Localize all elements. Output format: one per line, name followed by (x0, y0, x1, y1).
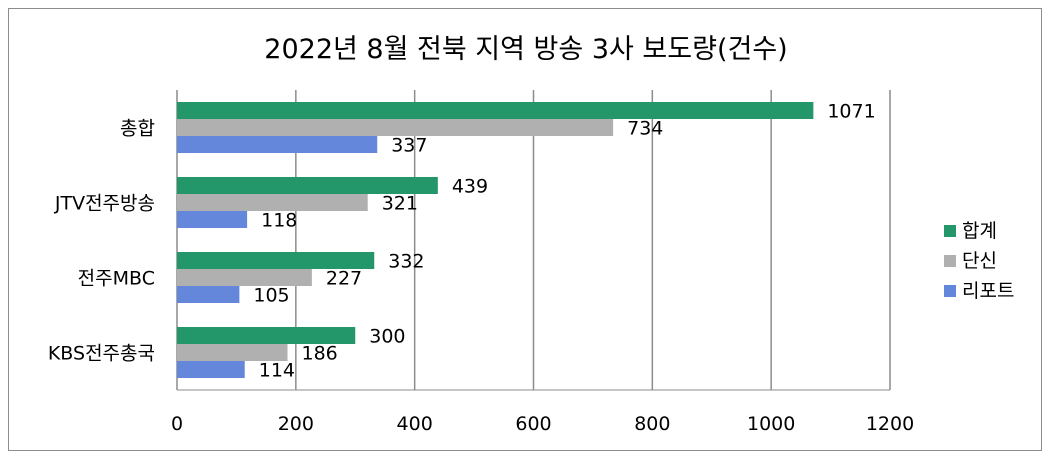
bar (177, 102, 814, 119)
category-label: 총합 (120, 118, 155, 140)
data-label: 734 (627, 118, 663, 140)
data-label: 439 (452, 176, 488, 198)
x-tick-label: 800 (634, 413, 670, 435)
bar (177, 119, 614, 136)
data-label: 118 (261, 210, 297, 232)
data-label: 227 (326, 268, 362, 290)
bars (177, 102, 814, 378)
data-label: 337 (391, 135, 427, 157)
data-label: 186 (302, 343, 338, 365)
x-tick-label: 600 (515, 413, 551, 435)
x-tick-label: 400 (397, 413, 433, 435)
legend-label: 리포트 (962, 280, 1014, 302)
x-tick-label: 200 (278, 413, 314, 435)
data-label: 114 (259, 360, 295, 382)
category-label: JTV전주방송 (54, 193, 155, 215)
bar (177, 252, 375, 269)
x-tick-labels: 0 200 400 600 800 1000 1200 (171, 413, 914, 435)
legend-swatch (944, 285, 956, 297)
chart-title: 2022년 8월 전북 지역 방송 3사 보도량(건수) (264, 34, 787, 65)
data-label: 1071 (827, 101, 875, 123)
bar (177, 327, 356, 344)
data-label: 300 (369, 326, 405, 348)
bar (177, 211, 248, 228)
legend-swatch (944, 225, 956, 237)
data-label: 321 (382, 193, 418, 215)
bar (177, 269, 312, 286)
bar (177, 177, 438, 194)
legend-label: 단신 (962, 250, 997, 272)
bar (177, 136, 378, 153)
bar (177, 194, 368, 211)
bar (177, 344, 288, 361)
data-label: 332 (388, 251, 424, 273)
legend-label: 합계 (962, 220, 997, 242)
category-label: KBS전주총국 (48, 343, 155, 365)
category-label: 전주MBC (78, 268, 155, 290)
x-tick-label: 1000 (747, 413, 795, 435)
x-tick-label: 0 (171, 413, 183, 435)
bar (177, 286, 240, 303)
bar (177, 361, 245, 378)
data-labels: 1071 734 337 439 321 118 332 227 105 300 186 114 (253, 101, 875, 382)
legend-swatch (944, 255, 956, 267)
x-tick-label: 1200 (866, 413, 914, 435)
data-label: 105 (253, 285, 289, 307)
